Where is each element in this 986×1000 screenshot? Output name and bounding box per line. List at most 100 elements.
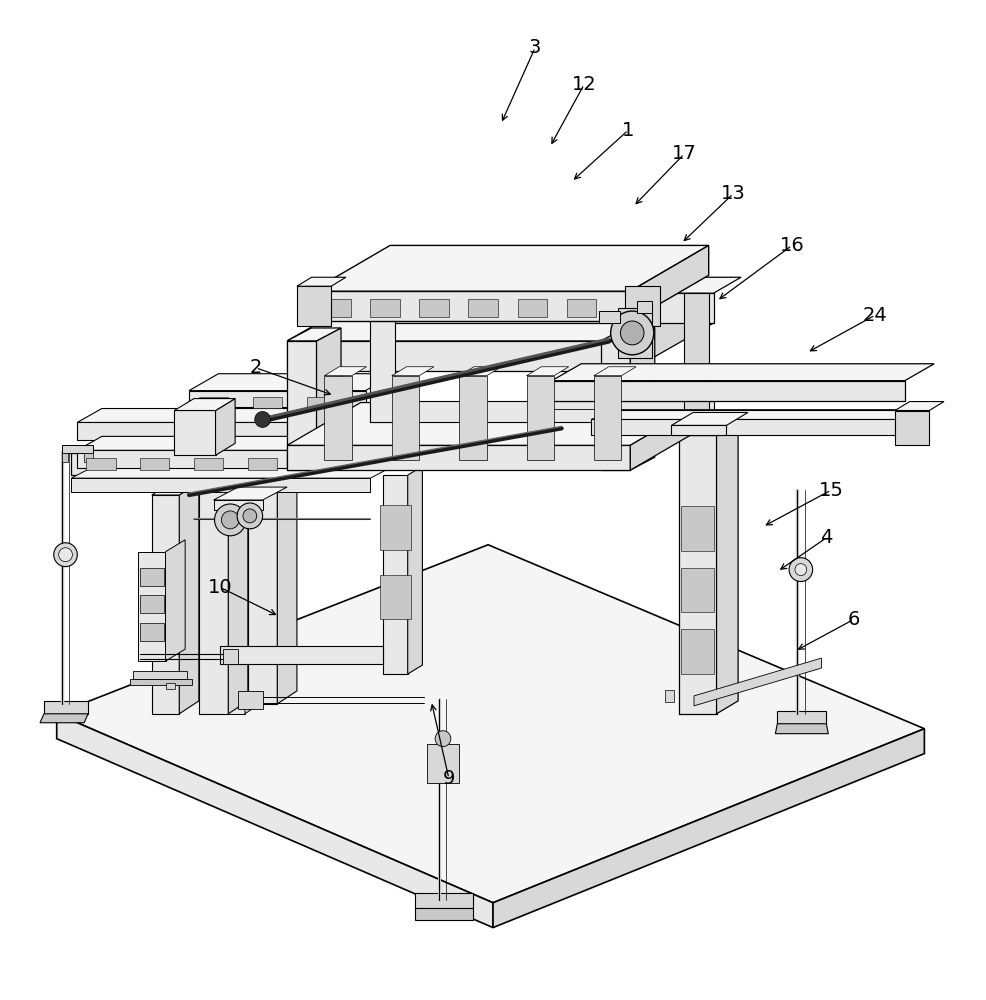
Polygon shape [189,422,366,440]
Text: 15: 15 [818,481,844,500]
Polygon shape [617,308,652,358]
Polygon shape [391,376,419,460]
Polygon shape [684,293,709,422]
Text: 2: 2 [249,358,262,377]
Polygon shape [679,422,739,435]
Polygon shape [194,458,224,470]
Polygon shape [775,724,828,734]
Polygon shape [199,490,229,714]
Polygon shape [371,277,741,293]
Polygon shape [214,487,287,500]
Polygon shape [371,401,714,422]
Polygon shape [130,679,192,685]
Polygon shape [199,397,229,408]
Polygon shape [221,535,245,714]
Polygon shape [71,453,371,475]
Polygon shape [77,409,312,422]
Circle shape [435,731,451,747]
Polygon shape [245,522,259,714]
Polygon shape [591,419,895,435]
Polygon shape [71,438,400,453]
Polygon shape [630,293,714,371]
Polygon shape [324,367,367,376]
Polygon shape [419,299,449,317]
Polygon shape [317,328,341,470]
Polygon shape [552,381,905,401]
Text: 9: 9 [443,769,456,788]
Polygon shape [694,658,821,706]
Polygon shape [252,397,282,408]
Polygon shape [371,293,714,323]
Polygon shape [216,399,235,455]
Polygon shape [166,540,185,661]
Polygon shape [391,367,434,376]
Polygon shape [567,299,596,317]
Polygon shape [71,465,395,478]
Polygon shape [371,299,400,317]
Circle shape [243,509,256,523]
Polygon shape [44,701,88,714]
Polygon shape [175,410,216,455]
Polygon shape [166,683,176,689]
Polygon shape [287,445,630,470]
Circle shape [610,311,654,355]
Polygon shape [427,744,458,783]
Circle shape [54,543,77,567]
Polygon shape [312,291,630,321]
Polygon shape [459,376,487,460]
Polygon shape [679,435,717,714]
Polygon shape [637,301,652,313]
Polygon shape [459,367,501,376]
Polygon shape [591,410,925,419]
Polygon shape [468,299,498,317]
Polygon shape [518,299,547,317]
Polygon shape [61,445,93,453]
Polygon shape [630,328,655,470]
Polygon shape [133,671,187,679]
Polygon shape [552,364,934,381]
Polygon shape [61,453,68,462]
Polygon shape [630,403,704,470]
Circle shape [795,564,807,576]
Polygon shape [527,376,554,460]
Polygon shape [277,479,297,704]
Polygon shape [630,245,709,321]
Text: 4: 4 [820,528,832,547]
Text: 13: 13 [721,184,745,203]
Polygon shape [287,341,317,470]
Polygon shape [527,367,569,376]
Polygon shape [287,403,704,445]
Polygon shape [287,293,714,341]
Polygon shape [179,482,199,714]
Polygon shape [297,286,331,326]
Polygon shape [199,477,247,490]
Polygon shape [324,376,352,460]
Polygon shape [57,714,493,928]
Polygon shape [594,376,621,460]
Polygon shape [221,646,384,664]
Polygon shape [321,299,351,317]
Polygon shape [84,453,93,462]
Circle shape [215,504,246,536]
Polygon shape [189,408,390,422]
Text: 24: 24 [863,306,887,325]
Polygon shape [86,458,115,470]
Polygon shape [229,477,247,714]
Polygon shape [681,568,714,612]
Polygon shape [671,425,727,435]
Polygon shape [140,623,164,641]
Polygon shape [381,505,410,550]
Polygon shape [40,714,88,723]
Circle shape [620,321,644,345]
Polygon shape [297,277,346,286]
Polygon shape [717,422,739,714]
Circle shape [254,411,270,427]
Polygon shape [71,478,371,492]
Polygon shape [407,466,422,674]
Polygon shape [777,711,826,724]
Polygon shape [189,391,366,410]
Text: 3: 3 [528,38,541,57]
Polygon shape [238,691,262,709]
Text: 1: 1 [622,121,634,140]
Polygon shape [247,479,297,492]
